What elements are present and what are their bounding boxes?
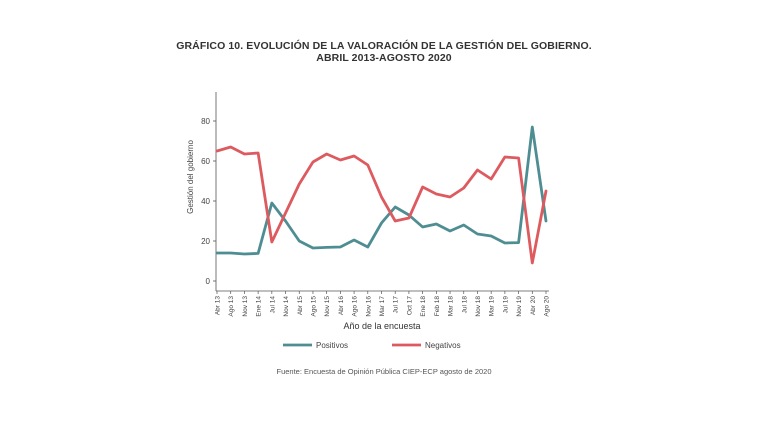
x-tick-label: Nov 15 — [324, 296, 331, 317]
x-tick-label: Ago 16 — [352, 296, 359, 317]
series-line-positivos — [215, 125, 548, 256]
y-tick-label: 80 — [201, 117, 210, 126]
x-tick-label: Abr 15 — [297, 296, 304, 316]
x-tick-label: Nov 16 — [365, 296, 372, 317]
x-tick-label: Ago 20 — [544, 296, 551, 317]
x-tick-label: Jul 14 — [269, 296, 276, 314]
x-tick-label: Ago 15 — [310, 296, 317, 317]
x-tick-label: Mar 19 — [489, 296, 496, 317]
x-tick-label: Abr 16 — [338, 296, 345, 316]
y-tick-label: 0 — [206, 277, 211, 286]
x-tick-label: Oct 17 — [406, 296, 413, 316]
series-line-negativos — [215, 145, 548, 265]
x-tick-label: Jul 19 — [502, 296, 509, 314]
legend-negativos-label: Negativos — [425, 341, 461, 350]
chart-title-line-2: ABRIL 2013-AGOSTO 2020 — [316, 52, 452, 64]
x-tick-label: Abr 13 — [215, 296, 222, 316]
x-tick-label: Ago 13 — [228, 296, 235, 317]
x-tick-label: Mar 17 — [379, 296, 386, 317]
x-tick-label: Nov 13 — [242, 296, 249, 317]
y-tick-label: 60 — [201, 157, 210, 166]
x-tick-label: Abr 20 — [530, 296, 537, 316]
source-note: Fuente: Encuesta de Opinión Pública CIEP… — [276, 367, 492, 376]
x-tick-label: Jul 18 — [461, 296, 468, 314]
x-tick-label: Jul 17 — [393, 296, 400, 314]
x-tick-label: Ene 14 — [256, 296, 263, 317]
y-tick-label: 40 — [201, 197, 210, 206]
x-axis-label: Año de la encuesta — [343, 321, 420, 331]
y-axis-label: Gestión del gobierno — [186, 140, 195, 214]
x-tick-label: Mar 18 — [448, 296, 455, 317]
x-tick-label: Feb 18 — [434, 296, 441, 317]
x-tick-label: Ene 18 — [420, 296, 427, 317]
x-tick-label: Nov 14 — [283, 296, 290, 317]
x-tick-label: Nov 19 — [516, 296, 523, 317]
y-tick-label: 20 — [201, 237, 210, 246]
chart-title-line-1: GRÁFICO 10. EVOLUCIÓN DE LA VALORACIÓN D… — [176, 40, 592, 52]
legend-positivos-label: Positivos — [316, 341, 348, 350]
x-tick-label: Nov 18 — [475, 296, 482, 317]
